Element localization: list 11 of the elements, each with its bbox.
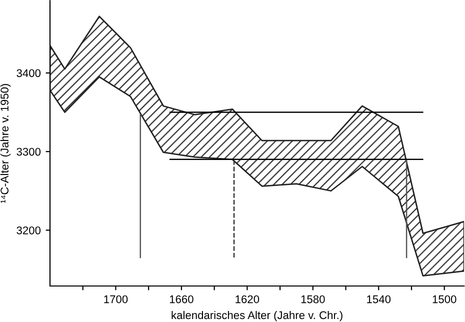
y-tick-label: 3200	[16, 226, 41, 234]
y-tick-label: 3400	[16, 69, 41, 78]
y-tick-label: 3300	[16, 148, 41, 156]
x-tick-label: 1540	[367, 295, 391, 304]
x-tick-label: 1500	[432, 295, 456, 304]
x-tick-label: 1700	[104, 295, 128, 304]
y-axis-title: ¹⁴C-Alter (Jahre v. 1950)	[0, 84, 11, 203]
x-axis-title: kalendarisches Alter (Jahre v. Chr.)	[172, 310, 342, 322]
x-tick-label: 1580	[301, 295, 325, 304]
x-tick-label: 1620	[236, 295, 260, 304]
x-tick-label: 1660	[170, 295, 194, 304]
